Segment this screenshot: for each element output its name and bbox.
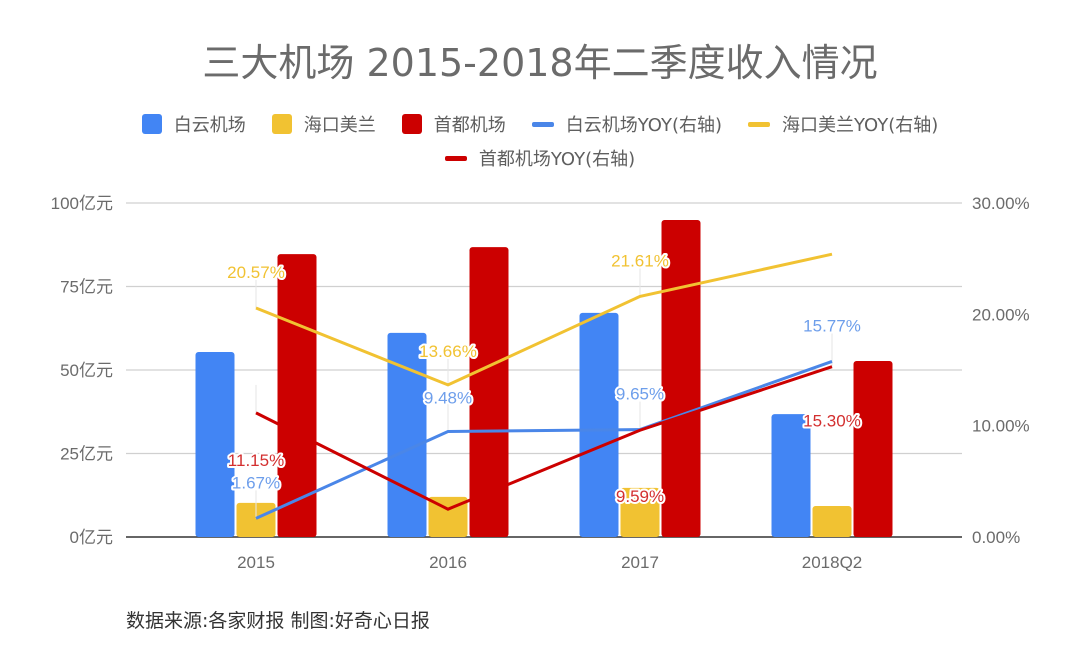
left-axis-tick-label: 50亿元 (60, 361, 113, 380)
x-axis-ticks: 2015 2016 2017 2018Q2 (237, 553, 862, 572)
legend-label-meilan-yoy: 海口美兰YOY(右轴) (782, 115, 939, 136)
data-label: 13.66% (419, 342, 477, 361)
bar-首都机场-2016 (469, 247, 509, 537)
x-axis-tick-label: 2015 (237, 553, 275, 572)
legend-item-baiyun-yoy[interactable]: 白云机场YOY(右轴) (531, 111, 722, 137)
data-label: 9.48% (424, 388, 472, 407)
data-labels: 1.67% 9.48% 9.65% 15.77% 20.57% 13.66% 21.61% 1… (225, 249, 863, 508)
data-label: 15.30% (803, 412, 861, 431)
data-label: 9.65% (616, 385, 664, 404)
legend-swatch-baiyun (141, 114, 162, 134)
legend-swatch-meilan (271, 114, 292, 134)
x-axis-tick-label: 2016 (429, 553, 467, 572)
legend-row-1: 白云机场 海口美兰 首都机场 白云机场YOY(右轴) 海口美兰YOY(右轴) (0, 111, 1080, 137)
bar-series (195, 220, 893, 538)
legend-label-baiyun: 白云机场 (173, 115, 246, 136)
x-axis-tick-label: 2017 (621, 553, 659, 572)
left-axis-tick-label: 25亿元 (60, 445, 113, 464)
legend-label-capital: 首都机场 (433, 115, 506, 136)
line-海口美兰YOY(右轴) (255, 252, 833, 387)
data-label: 1.67% (232, 473, 280, 492)
bar-首都机场-2017 (661, 220, 701, 537)
bar-海口美兰-2016 (428, 496, 468, 537)
right-axis-ticks: 0.00% 10.00% 20.00% 30.00% (972, 194, 1030, 547)
data-label: 11.15% (228, 451, 284, 470)
legend-item-capital[interactable]: 首都机场 (401, 111, 506, 137)
legend-label-capital-yoy: 首都机场YOY(右轴) (478, 149, 636, 170)
bar-白云机场-2015 (195, 351, 235, 537)
bar-海口美兰-2018Q2 (812, 505, 852, 537)
data-label: 21.61% (611, 251, 669, 270)
data-label: 20.57% (227, 263, 285, 282)
line-白云机场YOY(右轴) (255, 360, 833, 520)
legend-item-meilan-yoy[interactable]: 海口美兰YOY(右轴) (748, 111, 938, 137)
left-axis-ticks: 0亿元 25亿元 50亿元 75亿元 100亿元 (51, 194, 113, 547)
bar-首都机场-2015 (277, 254, 317, 538)
legend-label-meilan: 海口美兰 (303, 115, 376, 136)
legend-swatch-meilan-yoy (748, 121, 770, 127)
data-label: 9.59% (616, 487, 664, 506)
right-axis-tick-label: 30.00% (972, 194, 1030, 213)
legend-swatch-capital (401, 114, 422, 134)
left-axis-tick-label: 0亿元 (70, 528, 113, 547)
bar-白云机场-2017 (579, 312, 619, 537)
line-series (255, 252, 833, 520)
chart-title: 三大机场 2015-2018年二季度收入情况 (202, 41, 878, 85)
legend-swatch-capital-yoy (444, 155, 467, 161)
legend-item-capital-yoy[interactable]: 首都机场YOY(右轴) (444, 145, 636, 171)
x-axis-tick-label: 2018Q2 (802, 553, 863, 572)
bar-白云机场-2016 (387, 332, 427, 537)
bar-海口美兰-2015 (236, 502, 276, 537)
bar-海口美兰-2017 (620, 487, 660, 537)
right-axis-tick-label: 0.00% (972, 528, 1020, 547)
legend-row-2: 首都机场YOY(右轴) (0, 145, 1080, 171)
source-note: 数据来源:各家财报 制图:好奇心日报 (126, 610, 430, 632)
legend-label-baiyun-yoy: 白云机场YOY(右轴) (565, 115, 722, 136)
data-label: 15.77% (803, 316, 861, 335)
right-axis-tick-label: 20.00% (972, 305, 1030, 324)
legend-item-baiyun[interactable]: 白云机场 (141, 111, 246, 137)
bar-白云机场-2018Q2 (771, 414, 811, 537)
bar-首都机场-2018Q2 (853, 360, 893, 537)
right-axis-tick-label: 10.00% (972, 417, 1030, 436)
left-axis-tick-label: 100亿元 (51, 194, 113, 213)
legend-swatch-baiyun-yoy (531, 121, 554, 127)
legend-item-meilan[interactable]: 海口美兰 (271, 111, 376, 137)
line-首都机场YOY(右轴) (255, 365, 833, 511)
left-axis-tick-label: 75亿元 (60, 278, 113, 297)
